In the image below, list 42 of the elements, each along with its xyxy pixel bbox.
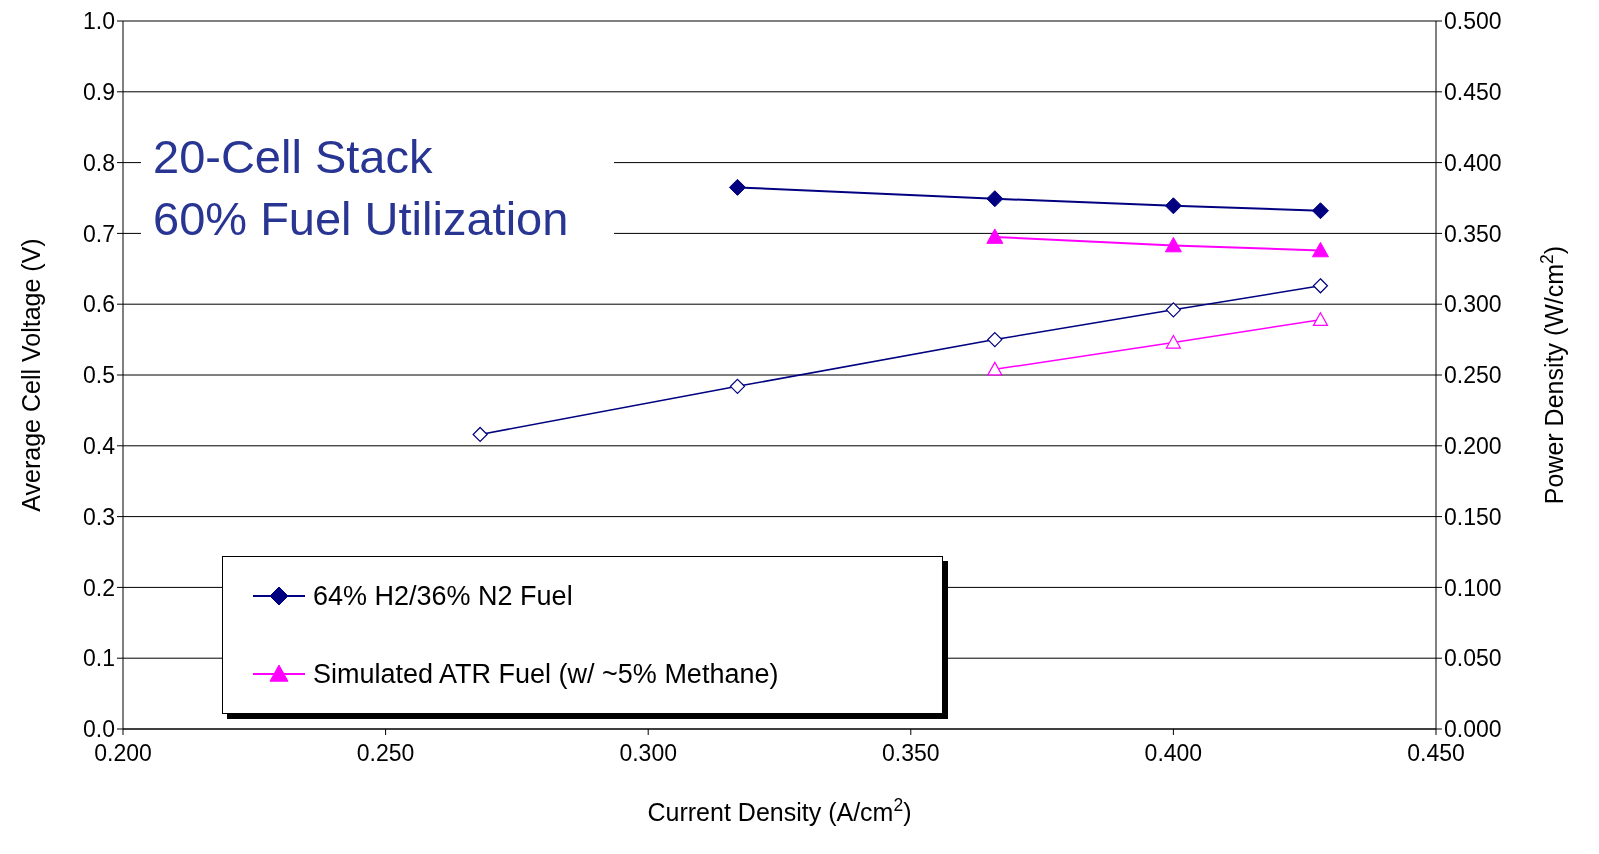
x-tick-label: 0.350 xyxy=(882,740,940,767)
y2-tick-label: 0.050 xyxy=(1444,645,1502,672)
y2-tick-label: 0.400 xyxy=(1444,149,1502,176)
point xyxy=(472,426,488,443)
y2-tick-label: 0.450 xyxy=(1444,78,1502,105)
point xyxy=(1165,302,1181,318)
y2-tick-label: 0.200 xyxy=(1444,432,1502,459)
y-tick-label: 0.2 xyxy=(83,574,115,601)
y2-tick-label: 0.350 xyxy=(1444,220,1502,247)
y-tick-label: 0.1 xyxy=(83,645,115,672)
y-tick-label: 0.0 xyxy=(83,716,115,743)
y2-tick-label: 0.250 xyxy=(1444,362,1502,389)
point xyxy=(987,332,1003,348)
legend-label: 64% H2/36% N2 Fuel xyxy=(313,580,573,612)
x-tick-label: 0.450 xyxy=(1407,740,1465,767)
x-tick-label: 0.200 xyxy=(94,740,152,767)
point xyxy=(729,378,746,394)
legend-label: Simulated ATR Fuel (w/ ~5% Methane) xyxy=(313,658,779,690)
y-tick-label: 0.7 xyxy=(83,220,115,247)
y-tick-label: 0.8 xyxy=(83,149,115,176)
point xyxy=(1312,312,1329,326)
x-axis-title: Current Density (A/cm$^{2}$) xyxy=(647,795,912,826)
x-tick-label: 0.250 xyxy=(356,740,415,767)
point xyxy=(1165,334,1181,349)
y2-tick-label: 0.000 xyxy=(1444,716,1502,743)
annotation: 20-Cell Stack xyxy=(153,129,434,185)
x-tick-label: 0.400 xyxy=(1144,740,1203,767)
x-tick-label: 0.300 xyxy=(619,740,677,767)
y2-tick-label: 0.100 xyxy=(1444,574,1502,601)
y-tick-label: 0.4 xyxy=(83,432,116,459)
y2-tick-label: 0.500 xyxy=(1444,8,1502,35)
y-axis-title: Average Cell Voltage (V) xyxy=(17,238,45,512)
y-tick-label: 0.6 xyxy=(83,291,115,318)
y-tick-label: 0.9 xyxy=(83,78,115,105)
y-tick-label: 0.5 xyxy=(83,362,115,389)
y2-tick-label: 0.300 xyxy=(1444,291,1502,318)
y-tick-label: 1.0 xyxy=(83,8,115,35)
y2-tick-label: 0.150 xyxy=(1444,503,1502,530)
point xyxy=(1312,278,1329,294)
point xyxy=(987,361,1003,376)
annotation: 60% Fuel Utilization xyxy=(153,191,570,247)
y-tick-label: 0.3 xyxy=(83,503,115,530)
